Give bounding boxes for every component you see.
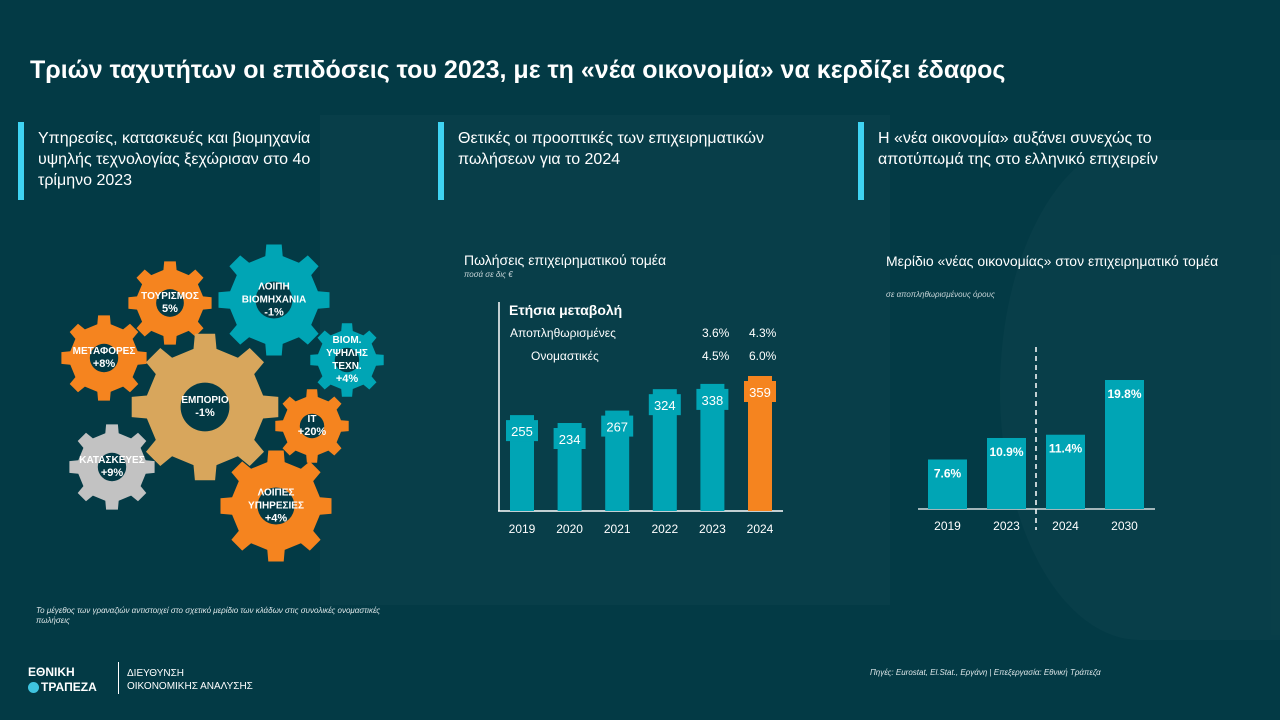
logo-globe-icon [28, 682, 39, 693]
x-tick-label: 2019 [934, 519, 961, 533]
logo-line1: ΕΘΝΙΚΗ [28, 665, 75, 679]
page-title: Τριών ταχυτήτων οι επιδόσεις του 2023, μ… [30, 56, 1006, 84]
gears-diagram [61, 244, 384, 562]
gear-hole [156, 289, 184, 317]
department-name: ΔΙΕΥΘΥΝΣΗ ΟΙΚΟΝΟΜΙΚΗΣ ΑΝΑΛΥΣΗΣ [127, 667, 253, 693]
x-tick-label: 2020 [556, 522, 583, 536]
nominal-label: Ονομαστικές [531, 349, 599, 363]
gear-label: IT +20% [298, 413, 326, 439]
gear-name: ΥΠΗΡΕΣΙΕΣ [248, 500, 304, 512]
x-tick-label: 2019 [509, 522, 536, 536]
gear-label: ΕΜΠΟΡΙΟ -1% [181, 394, 228, 420]
gear-name: ΛΟΙΠΗ [258, 281, 290, 293]
bar-value-label: 338 [702, 393, 724, 408]
gear-name: ΜΕΤΑΦΟΡΕΣ [72, 346, 136, 357]
gear-hole [299, 413, 325, 439]
gear-name: ΛΟΙΠΕΣ [257, 487, 295, 499]
bar-2023 [987, 437, 1026, 509]
dept-line1: ΔΙΕΥΘΥΝΣΗ [127, 668, 184, 679]
bar-label-box [744, 381, 776, 402]
gear-name: IT [307, 414, 317, 425]
gear-value: +20% [297, 426, 327, 438]
gear-hole [334, 347, 360, 373]
source-note: Πηγές: Eurostat, El.Stat., Εργάνη | Επεξ… [870, 668, 1101, 677]
gear-label: ΛΟΙΠΕΣ ΥΠΗΡΕΣΙΕΣ +4% [248, 487, 304, 526]
gear-value: +4% [335, 373, 359, 385]
gear-label: ΤΟΥΡΙΣΜΟΣ 5% [141, 290, 199, 316]
share-chart-subtitle: σε αποπληθωρισμένους όρους [886, 290, 995, 299]
gear-hole [257, 487, 295, 525]
panel-heading-sales: Θετικές οι προοπτικές των επιχειρηματικώ… [438, 122, 838, 200]
bar-label-box [648, 394, 681, 416]
panel-heading-new-economy: Η «νέα οικονομία» αυξάνει συνεχώς το απο… [858, 122, 1238, 200]
deflated-2023: 3.6% [702, 326, 730, 340]
gear-hole [255, 281, 293, 319]
share-chart-title: Μερίδιο «νέας οικονομίας» στον επιχειρημ… [886, 253, 1219, 269]
gear-value: +9% [100, 467, 124, 479]
gear-hole [89, 343, 119, 373]
bar-2024 [1046, 434, 1085, 509]
bank-logo: ΕΘΝΙΚΗ ΤΡΑΠΕΖΑ [28, 665, 97, 695]
gear-label: ΒΙΟΜ. ΥΨΗΛΗΣ ΤΕΧΝ. +4% [326, 334, 368, 386]
panel-heading-sectors: Υπηρεσίες, κατασκευές και βιομηχανία υψη… [18, 122, 368, 200]
x-tick-label: 2023 [699, 522, 726, 536]
bar-label-box [553, 428, 586, 450]
bar-2019 [928, 459, 967, 509]
gear-hole [97, 452, 127, 482]
gear-name: ΥΨΗΛΗΣ [326, 348, 368, 359]
x-tick-label: 2023 [993, 519, 1020, 533]
bar-label-box [696, 388, 729, 410]
x-tick-label: 2021 [604, 522, 631, 536]
bar-value-label: 255 [511, 424, 533, 439]
bar-value-label: 19.8% [1107, 387, 1141, 401]
gear-label: ΛΟΙΠΗ ΒΙΟΜΗΧΑΝΙΑ -1% [242, 281, 306, 320]
gear-name: ΤΟΥΡΙΣΜΟΣ [141, 291, 199, 302]
gear-value: -1% [264, 306, 284, 319]
nominal-2023: 4.5% [702, 349, 730, 363]
bar-value-label: 7.6% [934, 466, 962, 480]
gear-hole [180, 382, 230, 432]
deflated-label: Αποπληθωρισμένες [510, 326, 616, 340]
bar-label-box [506, 420, 538, 442]
annual-change-title: Ετήσια μεταβολή [509, 302, 623, 318]
bar-value-label: 267 [606, 420, 628, 435]
nominal-2024: 6.0% [749, 349, 777, 363]
bar-2030 [1105, 380, 1144, 509]
gear-value: +4% [264, 512, 288, 525]
gear-value: 5% [162, 303, 178, 315]
bar-value-label: 324 [654, 398, 676, 413]
bar-value-label: 10.9% [989, 445, 1023, 459]
gear-note: Το μέγεθος των γραναζιών αντιστοιχεί στο… [36, 606, 381, 625]
gear-name: ΒΙΟΜ. [332, 335, 362, 346]
sales-chart-subtitle: ποσά σε δις € [464, 270, 513, 279]
x-tick-label: 2024 [747, 522, 774, 536]
gear-name: ΕΜΠΟΡΙΟ [181, 395, 229, 406]
deflated-2024: 4.3% [749, 326, 777, 340]
footer-divider [118, 662, 119, 694]
dept-line2: ΟΙΚΟΝΟΜΙΚΗΣ ΑΝΑΛΥΣΗΣ [127, 681, 253, 692]
sales-chart-title: Πωλήσεις επιχειρηματικού τομέα [464, 252, 667, 268]
gear-label: ΚΑΤΑΣΚΕΥΕΣ +9% [79, 454, 144, 480]
bar-value-label: 11.4% [1049, 442, 1083, 456]
bar-label-box [601, 415, 634, 437]
x-tick-label: 2024 [1052, 519, 1079, 533]
bar-value-label: 234 [559, 432, 581, 447]
x-tick-label: 2030 [1111, 519, 1138, 533]
gear-name: ΒΙΟΜΗΧΑΝΙΑ [241, 294, 307, 306]
gear-name: ΚΑΤΑΣΚΕΥΕΣ [79, 455, 145, 466]
gear-value: +8% [92, 358, 116, 370]
logo-line2: ΤΡΑΠΕΖΑ [41, 680, 97, 694]
gear-name: ΤΕΧΝ. [332, 361, 362, 372]
gear-label: ΜΕΤΑΦΟΡΕΣ +8% [73, 345, 136, 371]
x-tick-label: 2022 [651, 522, 678, 536]
gear-value: -1% [195, 407, 215, 419]
bar-value-label: 359 [749, 385, 771, 400]
